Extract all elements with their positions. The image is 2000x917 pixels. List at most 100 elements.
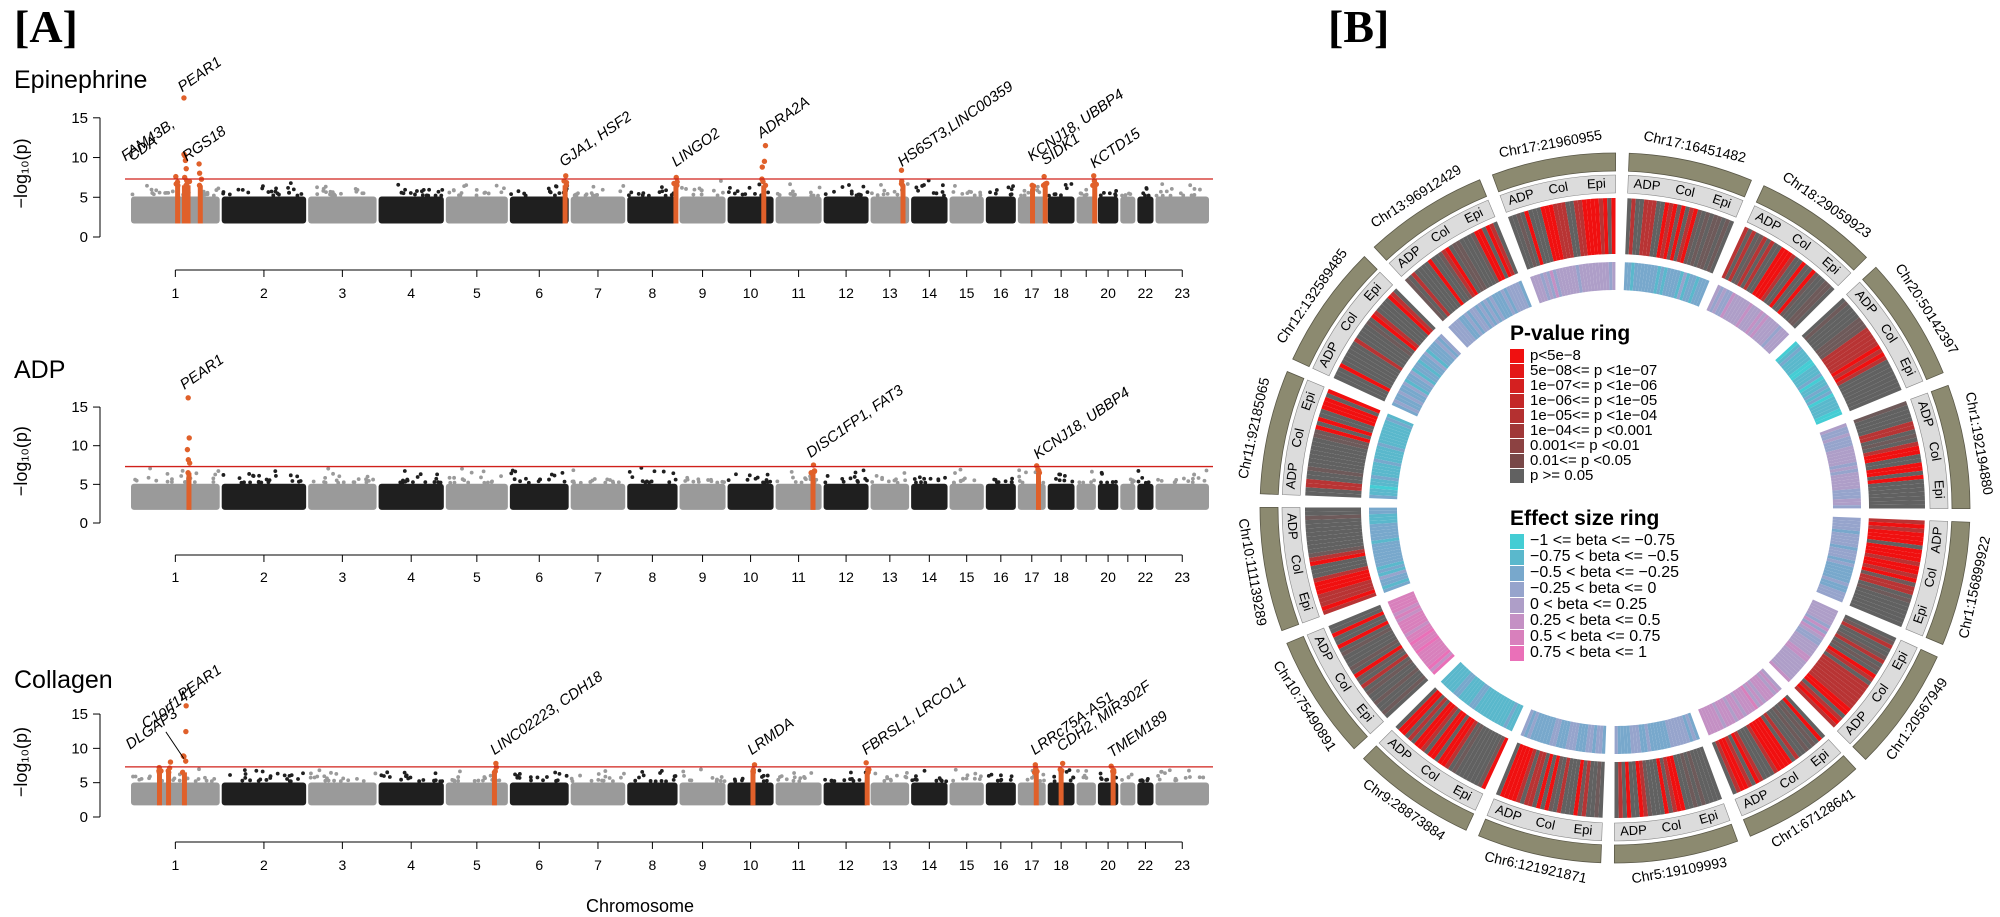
snp-point [640, 769, 645, 774]
pvalue-cell [1376, 669, 1422, 709]
effect-cell [1647, 723, 1655, 752]
pvalue-cell [1614, 761, 1619, 819]
chromosome-band-12 [823, 468, 869, 510]
pvalue-cell [1318, 582, 1374, 604]
pvalue-cell [1342, 629, 1394, 661]
chromosome-band-13 [870, 471, 910, 510]
pvalue-cell [1699, 215, 1723, 270]
x-tick-label: 7 [594, 285, 602, 301]
effect-cell [1744, 310, 1765, 335]
snp-point [256, 779, 261, 783]
x-tick-label: 8 [648, 569, 656, 585]
snp-point [1156, 477, 1160, 482]
snp-point [659, 778, 664, 783]
x-tick-label: 10 [743, 857, 759, 873]
effect-cell [1493, 697, 1511, 724]
effect-cell [1793, 630, 1819, 649]
pvalue-cell [1560, 758, 1574, 814]
snp-point [757, 768, 762, 773]
pvalue-cell [1847, 382, 1900, 409]
peak-column [156, 772, 162, 806]
effect-cell [1376, 560, 1405, 571]
effect-cell [1803, 615, 1830, 632]
x-tick-label: 15 [959, 285, 975, 301]
pvalue-cell [1544, 755, 1561, 811]
snp-point [165, 479, 170, 484]
pvalue-cell [1812, 313, 1860, 352]
effect-cell [1450, 670, 1472, 694]
snp-point [895, 192, 900, 197]
snp-point [715, 778, 719, 782]
chromosome-band-15 [949, 184, 984, 224]
snp-point [885, 192, 890, 196]
effect-cell [1719, 697, 1736, 724]
effect-cell [1391, 599, 1419, 614]
effect-cell [1413, 632, 1438, 652]
pvalue-cell [1649, 200, 1662, 257]
chromosome-points-body [911, 782, 948, 806]
effect-cell [1536, 273, 1549, 302]
pvalue-cell [1865, 545, 1922, 559]
snp-point [972, 193, 977, 198]
snp-point [1084, 768, 1089, 773]
chromosome-band-10 [726, 472, 774, 510]
pvalue-cell [1556, 202, 1571, 259]
pvalue-cell [1645, 759, 1657, 816]
chromosome-band-21 [1120, 772, 1136, 806]
snp-point [1141, 191, 1146, 196]
effect-cell [1832, 519, 1861, 525]
snp-point [211, 480, 216, 484]
snp-point [660, 185, 664, 190]
pvalue-cell [1862, 437, 1918, 454]
effect-legend-swatch [1510, 597, 1524, 613]
snp-point [895, 480, 900, 485]
effect-cell [1724, 295, 1742, 322]
effect-cell [1777, 651, 1801, 673]
snp-point [1114, 188, 1119, 193]
snp-point [611, 480, 616, 485]
pvalue-cell [1817, 659, 1865, 696]
snp-point [149, 187, 154, 192]
snp-point [227, 192, 232, 197]
effect-cell [1581, 724, 1589, 753]
panel-title: Collagen [14, 666, 113, 694]
pvalue-cell [1305, 507, 1362, 512]
pvalue-cell [1745, 242, 1779, 293]
effect-cell [1756, 672, 1777, 696]
effect-cell [1623, 262, 1629, 291]
snp-point [791, 778, 796, 783]
snp-point [240, 778, 245, 783]
track-label: Epi [1573, 821, 1593, 838]
track-label: Epi [1697, 807, 1719, 827]
pvalue-cell [1318, 412, 1374, 434]
pvalue-cell [1552, 756, 1568, 813]
effect-cell [1602, 262, 1607, 291]
effect-cell [1770, 658, 1794, 680]
effect-cell [1664, 719, 1675, 748]
snp-point [287, 190, 291, 195]
peak-point [1091, 173, 1097, 179]
snp-point [671, 777, 676, 782]
snp-point [163, 191, 168, 195]
pvalue-cell [1333, 614, 1386, 642]
snp-point [1047, 193, 1051, 198]
pvalue-cell [1760, 253, 1797, 302]
effect-cell [1434, 338, 1457, 360]
effect-cell [1558, 267, 1569, 296]
snp-point [605, 477, 610, 482]
snp-point [979, 774, 983, 779]
effect-cell [1379, 432, 1408, 444]
chromosome-band-21 [1120, 191, 1136, 224]
pvalue-cell [1849, 602, 1903, 628]
pvalue-cell [1673, 206, 1691, 262]
snp-point [1017, 474, 1022, 479]
segment-ideogram [1373, 179, 1488, 261]
snp-point [228, 773, 232, 777]
chromosome-band-5 [445, 466, 508, 510]
chromosome-points-body [1076, 483, 1096, 510]
effect-cell [1476, 688, 1496, 714]
effect-legend-row: −0.5 < beta <= −0.25 [1510, 565, 1740, 581]
snp-point [323, 184, 328, 189]
snp-point [486, 191, 491, 196]
snp-point [434, 476, 439, 481]
